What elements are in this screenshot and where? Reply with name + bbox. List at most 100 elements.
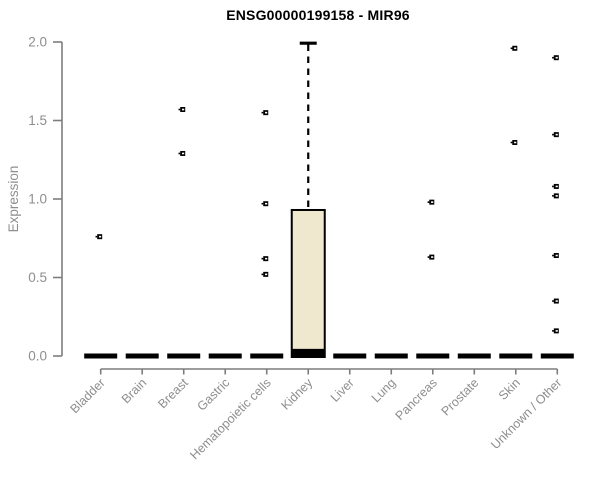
boxes-layer [84,41,574,359]
outlier-tick [552,254,554,257]
outlier-square-center [99,235,102,238]
box-prostate [457,353,491,359]
outlier-tick [261,273,264,276]
outlier-square-center [555,185,558,188]
collapsed-box [457,353,491,359]
outlier-square-center [555,254,558,257]
x-tick-label-skin: Skin [496,376,523,403]
box-hematopoietic-cells [250,353,284,359]
outlier-tick [427,256,430,258]
box-breast [167,353,201,359]
outlier-square-center [431,201,434,203]
x-tick-label-unknown-other: Unknown / Other [488,376,564,452]
x-tick-label-brain: Brain [119,376,150,407]
x-tick-label-prostate: Prostate [439,376,482,419]
median-line [291,348,326,357]
box-skin [499,353,533,359]
outlier-point-hematopoietic-cells [261,256,269,262]
collapsed-box [167,353,201,359]
outlier-point-unknown-other [552,55,559,61]
outlier-point-hematopoietic-cells [261,201,269,207]
x-tick-label-breast: Breast [155,375,191,411]
outlier-point-breast [178,150,186,156]
outlier-square-center [265,257,268,260]
collapsed-box [250,353,284,359]
outlier-point-bladder [95,234,103,240]
box-unknown-other [540,353,574,359]
y-tick-label: 1.0 [28,192,47,207]
outlier-square-center [265,273,268,276]
box-gastric [208,353,242,359]
outlier-square-center [555,133,558,136]
collapsed-box [84,353,118,359]
collapsed-box [416,353,450,359]
outlier-tick [427,201,430,203]
outlier-tick [510,47,513,50]
collapsed-box [499,353,533,359]
outlier-tick [552,185,554,188]
box-body [290,208,326,358]
outliers-layer [95,45,559,334]
outlier-square-center [265,202,268,205]
outlier-point-pancreas [427,254,435,260]
x-tick-label-pancreas: Pancreas [393,376,440,423]
outlier-square-center [555,330,558,332]
collapsed-box [208,353,242,359]
box-lung [374,353,408,359]
outlier-square-center [514,47,517,50]
outlier-square-center [431,256,434,258]
outlier-point-unknown-other [552,132,559,138]
outlier-point-breast [178,107,186,113]
box-kidney [290,41,326,358]
outlier-point-pancreas [427,199,435,205]
outlier-point-skin [510,139,518,145]
box-bladder [84,353,118,359]
outlier-tick [261,111,264,114]
outlier-point-skin [510,45,518,51]
x-tick-label-kidney: Kidney [278,375,315,412]
y-tick-label: 1.5 [28,113,47,128]
collapsed-box [125,353,159,359]
outlier-square-center [555,195,558,197]
box-liver [333,353,367,359]
outlier-tick [261,257,264,260]
outlier-tick [552,330,554,332]
outlier-tick [552,300,554,302]
outlier-square-center [514,141,517,144]
outlier-point-unknown-other [552,328,559,334]
outlier-tick [261,202,264,205]
outlier-tick [178,108,181,111]
x-tick-label-gastric: Gastric [194,376,232,414]
box-brain [125,353,159,359]
x-tick-label-hematopoietic-cells: Hematopoietic cells [187,376,274,463]
x-tick-label-lung: Lung [369,376,399,406]
outlier-point-unknown-other [552,193,559,199]
outlier-point-hematopoietic-cells [261,271,269,277]
outlier-point-unknown-other [552,298,559,304]
collapsed-box [374,353,408,359]
outlier-point-hematopoietic-cells [261,110,269,116]
outlier-square-center [555,56,558,59]
outlier-square-center [265,111,268,114]
x-tick-label-bladder: Bladder [67,376,107,416]
y-tick-label: 0.5 [28,270,47,285]
box-pancreas [416,353,450,359]
outlier-point-unknown-other [552,183,559,189]
outlier-tick [552,133,554,136]
y-tick-label: 2.0 [28,35,47,50]
outlier-tick [510,141,513,144]
outlier-square-center [182,152,185,155]
y-tick-label: 0.0 [28,349,47,364]
outlier-tick [552,195,554,197]
outlier-tick [178,152,181,155]
collapsed-box [540,353,574,359]
outlier-square-center [182,108,185,111]
outlier-tick [552,56,554,59]
chart-title: ENSG00000199158 - MIR96 [226,7,410,23]
collapsed-box [333,353,367,359]
outlier-tick [95,235,98,238]
outlier-point-unknown-other [552,253,559,259]
x-tick-label-liver: Liver [328,376,357,405]
